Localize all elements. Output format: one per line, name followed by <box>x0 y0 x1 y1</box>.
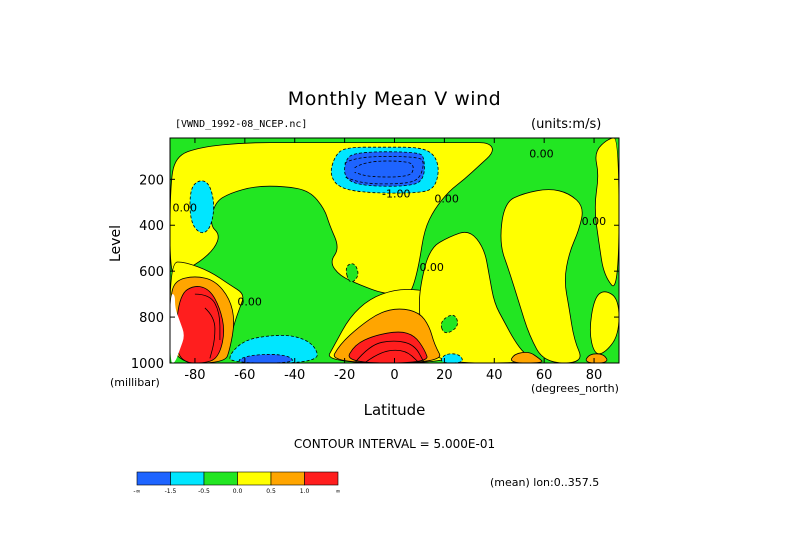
contour-region-neg1p0 <box>441 353 463 363</box>
contour-label: -1.00 <box>382 188 410 201</box>
colorbar-label: -0.5 <box>198 488 210 495</box>
contour-label: 0.00 <box>434 192 459 205</box>
contour-region-0p0 <box>594 138 619 287</box>
colorbar: -∞ -1.5 -0.5 0.0 0.5 1.0 ∞ <box>133 471 341 495</box>
contour-region-neg1p0 <box>189 180 215 234</box>
contour-region-neg1p5 <box>344 151 425 187</box>
contour-line <box>364 349 420 363</box>
x-tick-label: -20 <box>334 368 355 383</box>
contour-label: 0.00 <box>172 201 197 214</box>
x-tick-label: 60 <box>536 368 553 383</box>
contour-region-0p5 <box>511 351 543 363</box>
contour-line <box>194 293 221 340</box>
contour-region-neg1p5 <box>238 354 293 363</box>
colorbar-label: 0.5 <box>266 488 276 495</box>
contour-region-1p0 <box>175 286 225 363</box>
contour-label: 0.00 <box>582 215 607 228</box>
axes: -80 -60 -40 -20 0 20 40 60 80 200 400 600 800 1000 <box>131 137 620 383</box>
mean-longitude-label: (mean) lon:0..357.5 <box>490 476 600 489</box>
contour-region-0p0 <box>500 189 583 363</box>
colorbar-swatch <box>304 471 339 486</box>
x-tick-label: 0 <box>390 368 398 383</box>
y-axis-units: (millibar) <box>110 376 160 389</box>
contour-region-neg0p5 <box>345 263 359 283</box>
contour-line <box>354 160 414 178</box>
units-label: (units:m/s) <box>531 117 602 132</box>
plot-area: 0.00 -1.00 0.00 0.00 0.00 0.00 0.00 0.00 <box>170 138 644 363</box>
x-tick-label: 80 <box>586 368 603 383</box>
contour-label: 0.00 <box>419 261 444 274</box>
colorbar-label: -∞ <box>133 488 140 495</box>
contour-region-1p0 <box>348 331 428 363</box>
y-tick-label: 1000 <box>131 357 164 372</box>
contour-line <box>354 340 425 363</box>
y-tick-label: 200 <box>139 173 164 188</box>
colorbar-swatch <box>203 471 238 486</box>
x-tick-label: -80 <box>184 368 205 383</box>
y-tick-label: 600 <box>139 265 164 280</box>
contour-line <box>344 155 424 185</box>
colorbar-label: 0.0 <box>233 488 243 495</box>
x-axis-label: Latitude <box>363 401 426 419</box>
source-file-label: [VWND_1992-08_NCEP.nc] <box>175 119 308 130</box>
x-tick-label: -40 <box>284 368 305 383</box>
contour-line <box>204 307 216 359</box>
missing-data-region <box>170 294 184 363</box>
chart-title: Monthly Mean V wind <box>287 88 502 110</box>
colorbar-label: 1.0 <box>300 488 310 495</box>
contour-label: 0.00 <box>619 316 644 329</box>
colorbar-swatch <box>237 471 272 486</box>
x-axis-units: (degrees_north) <box>531 382 619 395</box>
contour-region-0p0 <box>589 291 619 355</box>
contour-region-neg0p5 <box>440 314 458 334</box>
colorbar-swatch <box>170 471 205 486</box>
x-tick-label: 20 <box>436 368 453 383</box>
contour-interval-label: CONTOUR INTERVAL = 5.000E-01 <box>293 437 496 451</box>
contour-label: 0.00 <box>237 296 262 309</box>
y-tick-label: 800 <box>139 311 164 326</box>
colorbar-swatch <box>136 471 171 486</box>
x-tick-label: 40 <box>486 368 503 383</box>
colorbar-label: ∞ <box>336 488 341 495</box>
contour-region-0p5 <box>585 353 608 363</box>
colorbar-label: -1.5 <box>165 488 177 495</box>
contour-label: 0.00 <box>529 148 554 161</box>
x-tick-label: -60 <box>234 368 255 383</box>
colorbar-swatch <box>270 471 305 486</box>
y-tick-label: 400 <box>139 219 164 234</box>
